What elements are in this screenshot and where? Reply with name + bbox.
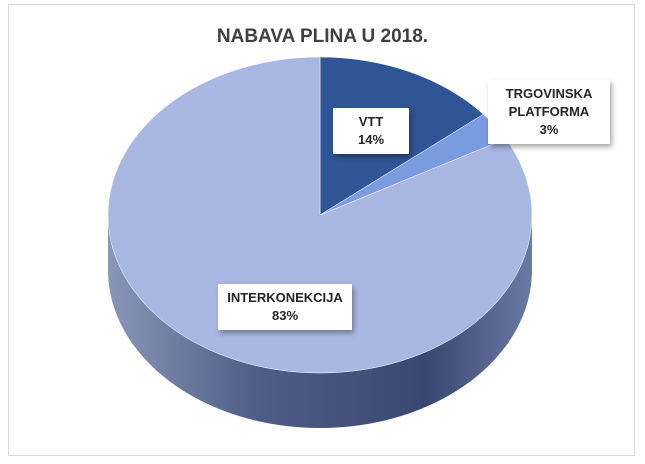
pie-side [108,215,532,428]
label-category: TRGOVINSKA PLATFORMA [505,86,593,119]
chart-title: NABAVA PLINA U 2018. [216,26,429,47]
data-label: TRGOVINSKA PLATFORMA 3% [488,80,610,144]
label-category: VTT [358,114,384,129]
data-label: VTT 14% [333,108,409,154]
pie-slice [107,56,533,374]
chart-border [8,4,635,456]
data-label: INTERKONEKCIJA 83% [218,284,352,330]
label-value: 83% [271,308,299,323]
label-value: 3% [539,122,559,137]
label-value: 14% [357,132,385,147]
label-category: INTERKONEKCIJA [227,290,343,305]
